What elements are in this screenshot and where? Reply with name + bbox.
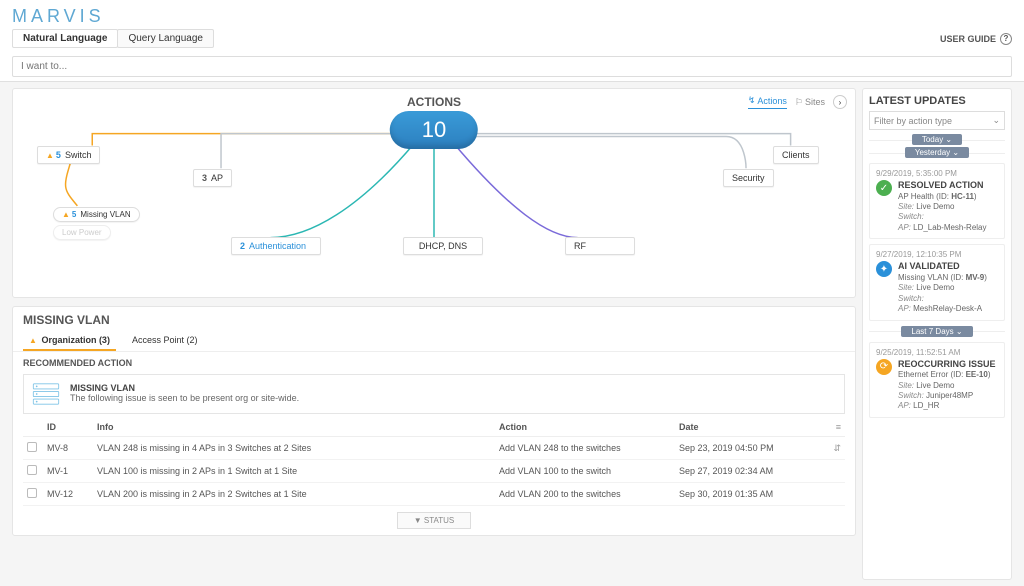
issues-table: ID Info Action Date ≡ MV-8VLAN 248 is mi… xyxy=(23,418,845,506)
cell-info: VLAN 248 is missing in 4 APs in 3 Switch… xyxy=(93,437,495,460)
cell-date: Sep 30, 2019 01:35 AM xyxy=(675,483,825,506)
update-title: RESOLVED ACTION xyxy=(898,180,998,192)
server-icon xyxy=(32,383,60,405)
update-subtitle: AP Health (ID: HC-11) xyxy=(898,192,998,202)
update-title: AI VALIDATED xyxy=(898,261,998,273)
cell-info: VLAN 200 is missing in 2 APs in 2 Switch… xyxy=(93,483,495,506)
warning-icon: ▲ xyxy=(62,210,70,219)
recommended-action-label: RECOMMENDED ACTION xyxy=(13,352,855,370)
cell-action: Add VLAN 200 to the switches xyxy=(495,483,675,506)
subnode-low-power[interactable]: Low Power xyxy=(53,225,111,240)
col-action[interactable]: Action xyxy=(495,418,675,437)
update-card[interactable]: 9/29/2019, 5:35:00 PM ✓ RESOLVED ACTIONAP … xyxy=(869,163,1005,239)
expand-button[interactable]: › xyxy=(833,95,847,109)
user-guide-label: USER GUIDE xyxy=(940,34,996,44)
row-checkbox[interactable] xyxy=(27,442,37,452)
panel-tab-organization[interactable]: ▲ Organization (3) xyxy=(23,331,116,351)
sites-icon: ⚐ xyxy=(795,97,803,108)
logo: MARVIS xyxy=(0,0,1024,29)
cell-id: MV-1 xyxy=(43,460,93,483)
warning-icon: ▲ xyxy=(29,336,37,345)
update-time: 9/27/2019, 12:10:35 PM xyxy=(876,250,998,259)
cell-info: VLAN 100 is missing in 2 APs in 1 Switch… xyxy=(93,460,495,483)
updates-title: LATEST UPDATES xyxy=(869,95,1005,107)
table-row[interactable]: MV-8VLAN 248 is missing in 4 APs in 3 Sw… xyxy=(23,437,845,460)
cell-action: Add VLAN 100 to the switch xyxy=(495,460,675,483)
pill-last7[interactable]: Last 7 Days ⌄ xyxy=(901,326,972,337)
cell-id: MV-12 xyxy=(43,483,93,506)
missing-vlan-panel: MISSING VLAN ▲ Organization (3) Access P… xyxy=(12,306,856,536)
node-ap[interactable]: 3AP xyxy=(193,169,232,187)
latest-updates-panel: LATEST UPDATES Filter by action type ⌄ T… xyxy=(862,88,1012,580)
node-authentication[interactable]: 2Authentication xyxy=(231,237,321,255)
col-info[interactable]: Info xyxy=(93,418,495,437)
filter-action-type[interactable]: Filter by action type ⌄ xyxy=(869,111,1005,130)
row-options-icon[interactable]: ⇵ xyxy=(833,443,841,453)
user-guide-link[interactable]: USER GUIDE ? xyxy=(940,33,1012,45)
node-dhcp-dns[interactable]: DHCP, DNS xyxy=(403,237,483,255)
update-time: 9/25/2019, 11:52:51 AM xyxy=(876,348,998,357)
node-clients[interactable]: Clients xyxy=(773,146,819,164)
update-subtitle: Missing VLAN (ID: MV-9) xyxy=(898,273,998,283)
update-time: 9/29/2019, 5:35:00 PM xyxy=(876,169,998,178)
toggle-actions[interactable]: ↯Actions xyxy=(748,95,787,109)
rec-title: MISSING VLAN xyxy=(70,383,299,393)
status-icon: ✓ xyxy=(876,180,892,196)
panel-title: MISSING VLAN xyxy=(13,307,855,331)
update-subtitle: Ethernet Error (ID: EE-10) xyxy=(898,370,998,380)
actions-icon: ↯ xyxy=(748,95,756,106)
warning-icon: ▲ xyxy=(46,151,54,160)
rec-description: The following issue is seen to be presen… xyxy=(70,393,299,403)
lang-tabs: Natural Language Query Language xyxy=(12,29,213,48)
toggle-sites[interactable]: ⚐Sites xyxy=(795,97,825,108)
update-card[interactable]: 9/27/2019, 12:10:35 PM ✦ AI VALIDATEDMissi… xyxy=(869,244,1005,320)
status-icon: ⟳ xyxy=(876,359,892,375)
list-options-icon[interactable]: ≡ xyxy=(836,422,841,432)
status-icon: ✦ xyxy=(876,261,892,277)
cell-date: Sep 27, 2019 02:34 AM xyxy=(675,460,825,483)
node-security[interactable]: Security xyxy=(723,169,774,187)
cell-id: MV-8 xyxy=(43,437,93,460)
subnode-missing-vlan[interactable]: ▲5Missing VLAN xyxy=(53,207,140,222)
update-card[interactable]: 9/25/2019, 11:52:51 AM ⟳ REOCCURRING ISSUE… xyxy=(869,342,1005,418)
table-row[interactable]: MV-1VLAN 100 is missing in 2 APs in 1 Sw… xyxy=(23,460,845,483)
cell-action: Add VLAN 248 to the switches xyxy=(495,437,675,460)
actions-diagram: ACTIONS ↯Actions ⚐Sites › 10 ▲5Switch xyxy=(12,88,856,298)
status-button[interactable]: ▼ STATUS xyxy=(397,512,472,529)
help-icon: ? xyxy=(1000,33,1012,45)
col-date[interactable]: Date xyxy=(675,418,825,437)
update-title: REOCCURRING ISSUE xyxy=(898,359,998,371)
row-checkbox[interactable] xyxy=(27,488,37,498)
search-input[interactable] xyxy=(12,56,1012,77)
panel-tab-access-point[interactable]: Access Point (2) xyxy=(126,331,204,351)
tab-query-language[interactable]: Query Language xyxy=(117,29,214,48)
chevron-down-icon: ⌄ xyxy=(992,115,1000,126)
pill-today[interactable]: Today ⌄ xyxy=(912,134,962,145)
node-rf[interactable]: RF xyxy=(565,237,635,255)
center-count[interactable]: 10 xyxy=(390,111,478,149)
row-checkbox[interactable] xyxy=(27,465,37,475)
tab-natural-language[interactable]: Natural Language xyxy=(12,29,118,48)
cell-date: Sep 23, 2019 04:50 PM xyxy=(675,437,825,460)
col-id[interactable]: ID xyxy=(43,418,93,437)
table-row[interactable]: MV-12VLAN 200 is missing in 2 APs in 2 S… xyxy=(23,483,845,506)
actions-title: ACTIONS xyxy=(13,89,855,109)
node-switch[interactable]: ▲5Switch xyxy=(37,146,100,164)
recommendation-box: MISSING VLAN The following issue is seen… xyxy=(23,374,845,414)
pill-yesterday[interactable]: Yesterday ⌄ xyxy=(905,147,969,158)
